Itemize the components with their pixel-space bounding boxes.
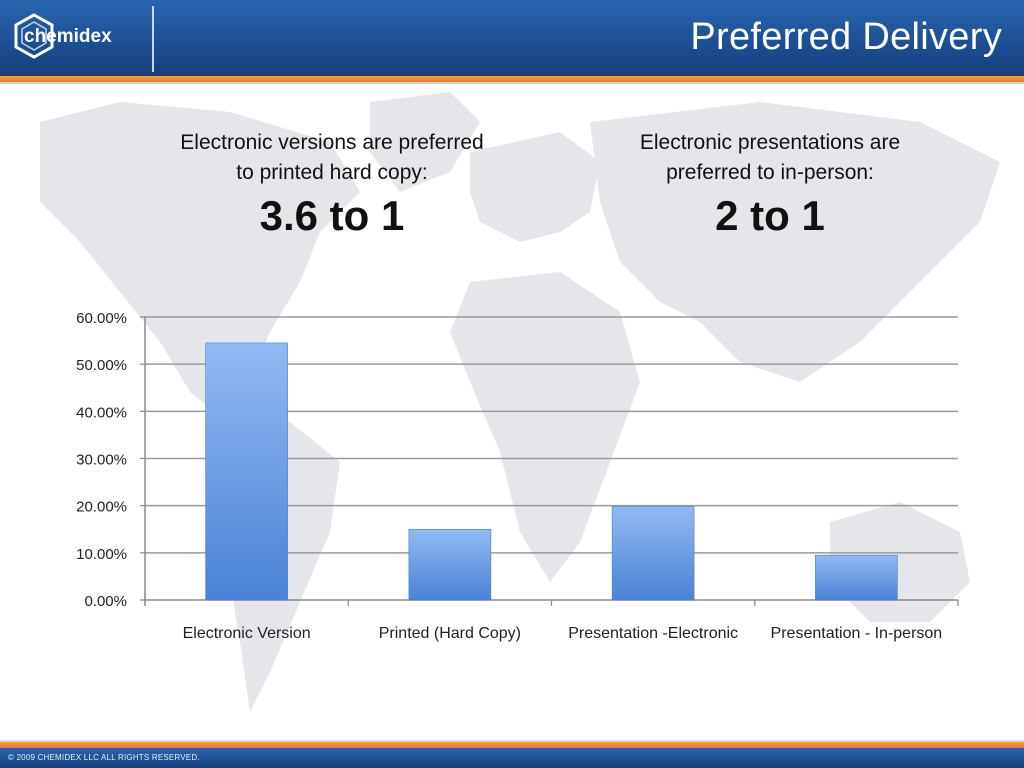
y-tick-label: 20.00% [76, 499, 127, 516]
y-tick-label: 50.00% [76, 357, 127, 374]
bar-1 [205, 342, 288, 601]
stat-electronic-vs-inperson: Electronic presentations are preferred t… [590, 128, 950, 240]
stat-ratio: 3.6 to 1 [259, 192, 405, 239]
y-tick-label: 40.00% [76, 404, 127, 421]
slide-footer: © 2009 CHEMIDEX LLC ALL RIGHTS RESERVED. [0, 748, 1024, 768]
stat-ratio: 2 to 1 [715, 192, 825, 239]
slide-title: Preferred Delivery [690, 16, 1002, 58]
x-category-label: Electronic Version [183, 625, 311, 642]
y-tick-label: 0.00% [84, 593, 127, 610]
y-tick-label: 60.00% [76, 310, 127, 327]
stat-description: Electronic versions are preferred to pri… [180, 131, 484, 184]
chemidex-logo: chemidex [14, 13, 112, 59]
logo-divider [152, 6, 154, 72]
footer-divider [0, 740, 1024, 742]
bar-4 [815, 554, 898, 601]
logo-wordmark: chemidex [24, 26, 112, 47]
bar-2 [408, 528, 492, 601]
slide-header: chemidex Preferred Delivery [0, 0, 1024, 76]
y-tick-label: 10.00% [76, 546, 127, 563]
x-category-label: Presentation - In-person [771, 625, 943, 642]
copyright-text: © 2009 CHEMIDEX LLC ALL RIGHTS RESERVED. [8, 753, 200, 762]
stat-electronic-vs-print: Electronic versions are preferred to pri… [152, 128, 512, 240]
header-orange-stripe [0, 76, 1024, 82]
bar-chart: 0.00% 10.00% 20.00% 30.00% 40.00% 50.00% 60.00… [76, 310, 959, 642]
stat-description: Electronic presentations are preferred t… [639, 131, 901, 184]
y-tick-label: 30.00% [76, 452, 127, 469]
footer-orange-stripe [0, 742, 1024, 748]
bar-3 [611, 506, 695, 601]
x-category-label: Presentation -Electronic [568, 625, 738, 642]
header-divider [0, 82, 1024, 84]
x-category-label: Printed (Hard Copy) [379, 625, 521, 642]
